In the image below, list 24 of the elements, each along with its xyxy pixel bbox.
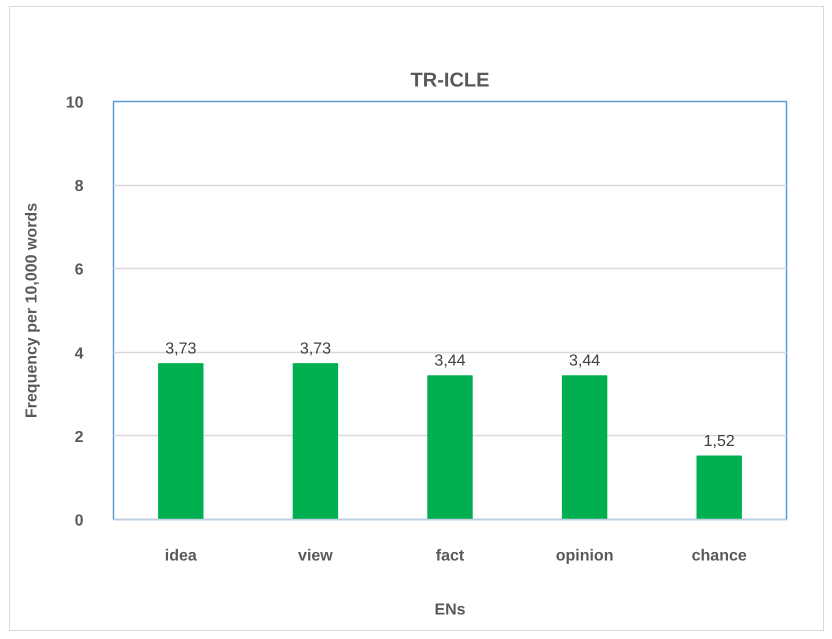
bar [427, 375, 473, 520]
y-tick-label: 10 [66, 94, 84, 112]
bar [562, 375, 608, 520]
chart-title: TR-ICLE [410, 70, 490, 92]
y-tick-label: 2 [74, 428, 84, 446]
x-tick-label: view [298, 548, 334, 564]
data-label: 3,44 [569, 352, 600, 370]
y-tick-label: 4 [74, 345, 84, 362]
data-label: 3,73 [165, 340, 196, 358]
data-label: 3,44 [434, 352, 466, 370]
bar [292, 363, 338, 520]
x-tick-label: opinion [556, 548, 614, 564]
x-axis-title: ENs [434, 602, 466, 618]
x-tick-label: chance [692, 548, 747, 564]
y-tick-label: 8 [74, 178, 84, 196]
data-label: 1,52 [704, 432, 735, 450]
x-tick-label: idea [164, 548, 197, 564]
x-tick-label: fact [436, 548, 465, 564]
bar [158, 363, 204, 520]
y-tick-label: 6 [74, 262, 84, 279]
y-tick-label: 0 [74, 512, 84, 530]
data-label: 3,73 [300, 340, 332, 358]
bar [696, 455, 742, 520]
y-axis-title: Frequency per 10,000 words [24, 202, 41, 418]
